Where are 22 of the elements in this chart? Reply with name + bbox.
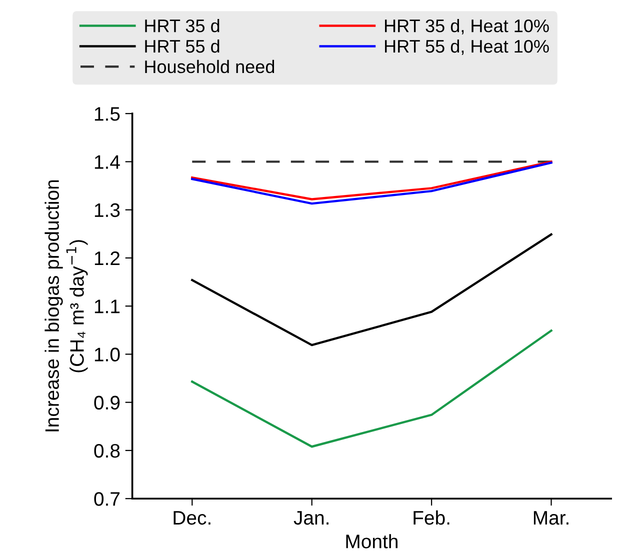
y-tick-label: 0.7 — [94, 492, 120, 506]
y-tick-label: 1.3 — [94, 203, 120, 218]
legend-label: Household need — [145, 60, 274, 74]
legend-label: HRT 35 d, Heat 10% — [385, 19, 549, 34]
y-tick-label: 1.1 — [94, 300, 120, 314]
y-tick-label: 1.4 — [94, 155, 120, 169]
line-series — [191, 233, 552, 346]
legend-label: HRT 35 d — [145, 19, 220, 32]
y-tick-label: 1.2 — [94, 251, 120, 265]
y-tick-label: 1.5 — [94, 107, 120, 121]
x-tick-label: Mar. — [534, 511, 568, 525]
y-tick-label: 0.9 — [94, 396, 120, 410]
x-tick-label: Feb. — [414, 510, 450, 525]
x-tick-label: Jan. — [294, 511, 328, 525]
y-axis-title: Increase in biogas production (CH₄ m³ day$^{−1}$) — [44, 180, 88, 432]
legend-label: HRT 55 d — [145, 39, 220, 53]
x-tick-label: Dec. — [174, 511, 210, 525]
legend-label: HRT 55 d, Heat 10% — [385, 39, 549, 55]
x-axis-title: Month — [346, 534, 398, 548]
y-tick-label: 0.8 — [94, 444, 120, 458]
line-series — [191, 330, 552, 448]
y-tick-label: 1.0 — [94, 348, 120, 362]
